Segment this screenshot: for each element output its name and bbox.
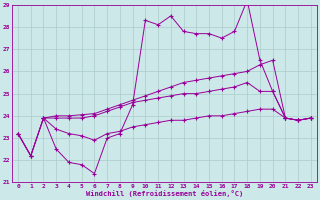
X-axis label: Windchill (Refroidissement éolien,°C): Windchill (Refroidissement éolien,°C) — [86, 190, 243, 197]
